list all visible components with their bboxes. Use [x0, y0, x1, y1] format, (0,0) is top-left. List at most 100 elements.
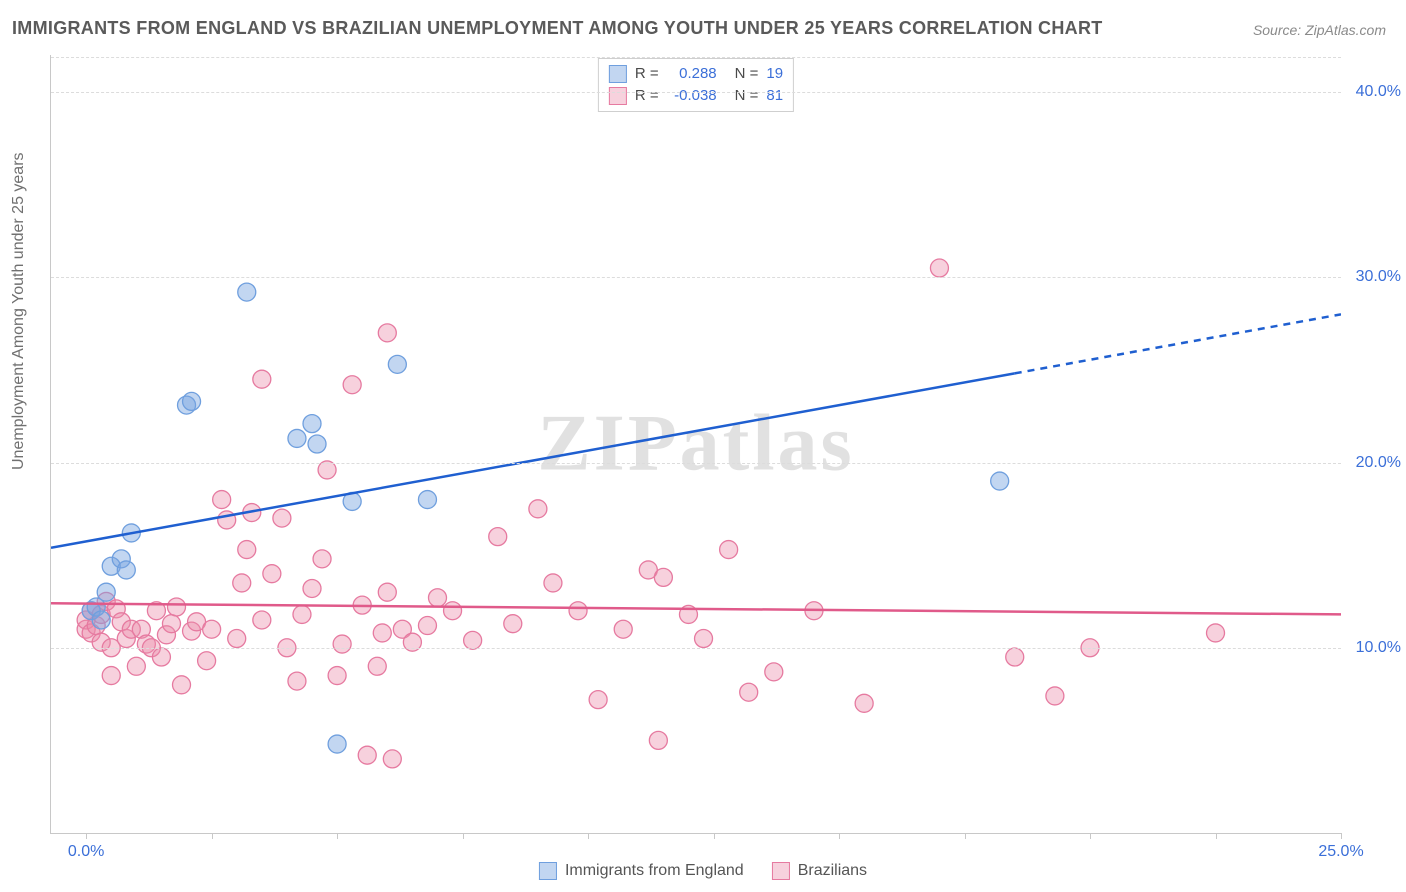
point-england [308, 435, 326, 453]
point-brazilians [378, 324, 396, 342]
source-label: Source: ZipAtlas.com [1253, 22, 1386, 38]
point-brazilians [273, 509, 291, 527]
point-brazilians [313, 550, 331, 568]
point-brazilians [428, 589, 446, 607]
point-brazilians [614, 620, 632, 638]
point-england [288, 429, 306, 447]
point-brazilians [167, 598, 185, 616]
point-england [328, 735, 346, 753]
chart-title: IMMIGRANTS FROM ENGLAND VS BRAZILIAN UNE… [12, 18, 1103, 39]
x-tick [212, 833, 213, 839]
x-tick [839, 833, 840, 839]
point-england [183, 392, 201, 410]
point-brazilians [1006, 648, 1024, 666]
point-brazilians [544, 574, 562, 592]
point-brazilians [318, 461, 336, 479]
point-brazilians [368, 657, 386, 675]
x-tick-label: 25.0% [1318, 843, 1363, 861]
point-england [117, 561, 135, 579]
point-brazilians [654, 568, 672, 586]
y-tick-label: 10.0% [1346, 639, 1401, 657]
point-brazilians [720, 541, 738, 559]
point-brazilians [378, 583, 396, 601]
point-brazilians [529, 500, 547, 518]
point-brazilians [253, 370, 271, 388]
point-brazilians [589, 691, 607, 709]
point-brazilians [253, 611, 271, 629]
x-tick [714, 833, 715, 839]
x-tick [86, 833, 87, 839]
point-brazilians [228, 630, 246, 648]
point-brazilians [162, 615, 180, 633]
point-england [238, 283, 256, 301]
point-brazilians [288, 672, 306, 690]
y-axis-label: Unemployment Among Youth under 25 years [10, 152, 28, 470]
point-brazilians [127, 657, 145, 675]
gridline-h [51, 92, 1341, 93]
point-brazilians [238, 541, 256, 559]
point-brazilians [333, 635, 351, 653]
point-brazilians [464, 631, 482, 649]
point-england [97, 583, 115, 601]
point-brazilians [569, 602, 587, 620]
legend-series-item: Brazilians [772, 862, 867, 880]
point-brazilians [1046, 687, 1064, 705]
point-brazilians [373, 624, 391, 642]
y-tick-label: 40.0% [1346, 83, 1401, 101]
x-tick-label: 0.0% [68, 843, 104, 861]
regression-line-england-dashed [1015, 314, 1341, 373]
gridline-h [51, 463, 1341, 464]
point-brazilians [489, 528, 507, 546]
legend-series-label: Brazilians [798, 862, 867, 880]
point-brazilians [695, 630, 713, 648]
point-england [92, 611, 110, 629]
point-brazilians [233, 574, 251, 592]
point-brazilians [198, 652, 216, 670]
x-tick [965, 833, 966, 839]
chart-container: IMMIGRANTS FROM ENGLAND VS BRAZILIAN UNE… [0, 0, 1406, 892]
point-brazilians [855, 694, 873, 712]
gridline-h [51, 277, 1341, 278]
point-england [303, 415, 321, 433]
point-brazilians [152, 648, 170, 666]
point-brazilians [765, 663, 783, 681]
point-brazilians [1207, 624, 1225, 642]
point-brazilians [303, 579, 321, 597]
point-brazilians [343, 376, 361, 394]
point-brazilians [358, 746, 376, 764]
point-england [418, 491, 436, 509]
point-england [388, 355, 406, 373]
point-brazilians [383, 750, 401, 768]
point-brazilians [740, 683, 758, 701]
gridline-h [51, 648, 1341, 649]
point-brazilians [649, 731, 667, 749]
legend-series-label: Immigrants from England [565, 862, 744, 880]
y-tick-label: 30.0% [1346, 268, 1401, 286]
point-brazilians [418, 617, 436, 635]
point-brazilians [444, 602, 462, 620]
x-tick [1216, 833, 1217, 839]
legend-swatch [772, 862, 790, 880]
x-tick [337, 833, 338, 839]
x-tick [588, 833, 589, 839]
legend-swatch [539, 862, 557, 880]
y-tick-label: 20.0% [1346, 454, 1401, 472]
point-brazilians [263, 565, 281, 583]
x-tick [463, 833, 464, 839]
point-brazilians [102, 667, 120, 685]
legend-series: Immigrants from England Brazilians [539, 862, 867, 880]
point-brazilians [328, 667, 346, 685]
point-brazilians [203, 620, 221, 638]
legend-series-item: Immigrants from England [539, 862, 744, 880]
gridline-h [51, 57, 1341, 58]
chart-svg [51, 55, 1341, 833]
point-england [991, 472, 1009, 490]
point-brazilians [173, 676, 191, 694]
point-brazilians [504, 615, 522, 633]
point-brazilians [930, 259, 948, 277]
plot-area: ZIPatlas R =0.288N =19R =-0.038N =81 10.… [50, 55, 1341, 834]
x-tick [1341, 833, 1342, 839]
x-tick [1090, 833, 1091, 839]
point-brazilians [213, 491, 231, 509]
point-brazilians [293, 605, 311, 623]
